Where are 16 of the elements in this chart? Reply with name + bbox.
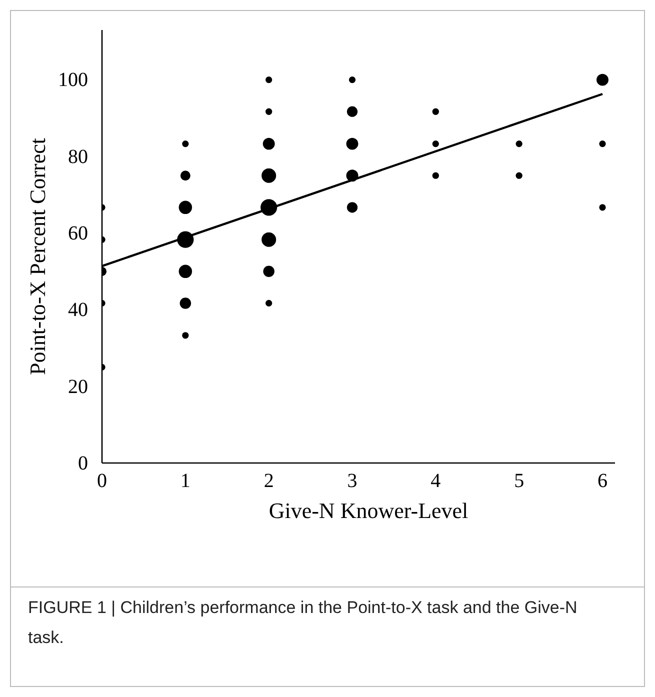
y-tick-label: 40 <box>68 299 88 322</box>
x-tick-label: 0 <box>97 470 107 492</box>
x-tick-label: 3 <box>347 470 358 492</box>
y-tick-label: 0 <box>78 452 88 474</box>
caption: FIGURE 1 | Children’s performance in the Point-to-X task and the Give-N task. <box>28 597 578 649</box>
x-tick-label: 5 <box>514 470 524 492</box>
x-tick-label: 4 <box>430 470 441 492</box>
x-tick-label: 6 <box>597 470 608 492</box>
y-tick-label: 60 <box>68 222 88 244</box>
y-axis-title: Point-to-X Percent Correct <box>25 138 50 376</box>
y-tick-label: 100 <box>58 69 88 92</box>
x-axis-title: Give-N Knower-Level <box>268 498 468 523</box>
x-tick-label: 1 <box>180 470 190 492</box>
y-tick-label: 80 <box>68 146 88 168</box>
x-tick-label: 2 <box>264 470 274 492</box>
y-tick-label: 20 <box>68 376 88 398</box>
